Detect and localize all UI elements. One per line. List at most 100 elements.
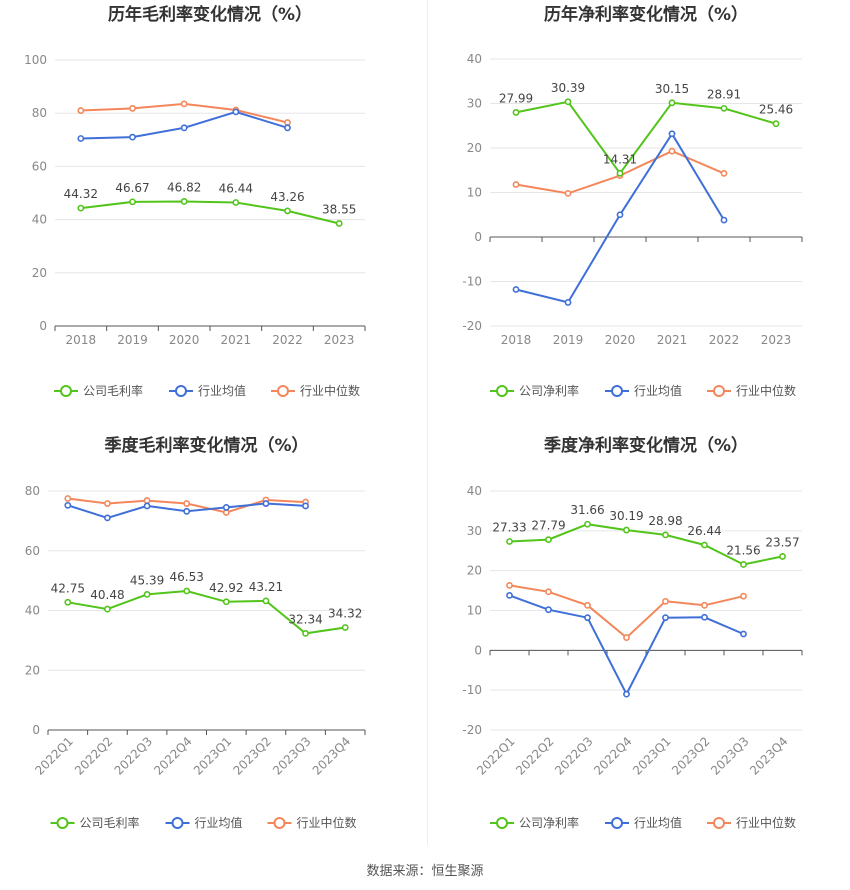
data-point — [180, 124, 188, 132]
x-tick-label: 2022Q4 — [591, 734, 635, 778]
legend-label: 行业中位数 — [736, 815, 796, 830]
series-line — [80, 200, 340, 225]
x-tick-label: 2020 — [169, 333, 200, 347]
data-point — [545, 606, 552, 614]
legend-marker — [273, 817, 286, 829]
y-tick-label: -20 — [462, 319, 482, 333]
data-point — [701, 541, 708, 549]
data-label: 28.98 — [648, 514, 682, 528]
data-point — [506, 591, 513, 599]
data-label: 46.53 — [170, 570, 204, 584]
data-point — [740, 630, 747, 638]
x-tick-label: 2022Q1 — [32, 734, 76, 778]
series-line — [67, 589, 346, 635]
data-point — [506, 582, 513, 589]
data-label: 26.44 — [687, 524, 721, 538]
data-label: 31.66 — [570, 503, 604, 517]
data-label: 42.75 — [51, 581, 85, 595]
data-label: 42.92 — [209, 581, 243, 595]
data-point — [77, 204, 85, 212]
data-label: 27.33 — [492, 520, 526, 534]
data-point — [232, 199, 240, 206]
y-tick-label: 30 — [467, 524, 482, 538]
x-tick-label: 2023Q4 — [747, 734, 791, 778]
legend-marker — [175, 385, 187, 397]
data-point — [180, 100, 188, 108]
data-point — [104, 605, 111, 613]
y-tick-label: 40 — [32, 213, 47, 227]
x-tick-label: 2022Q3 — [112, 734, 156, 778]
legend-marker — [56, 817, 69, 829]
data-point — [129, 105, 136, 112]
chart-svg: 季度净利率变化情况（%）-20-100102030402022Q12022Q22… — [462, 435, 803, 830]
y-tick-label: 20 — [467, 141, 482, 155]
data-point — [616, 169, 624, 177]
y-tick-label: 60 — [32, 159, 47, 173]
data-point — [506, 538, 513, 545]
chart-title: 历年净利率变化情况（%） — [544, 4, 748, 25]
data-point — [545, 588, 552, 596]
data-label: 43.21 — [249, 580, 283, 594]
legend-label: 行业中位数 — [300, 383, 360, 398]
data-point — [77, 135, 85, 142]
legend-label: 行业中位数 — [736, 383, 796, 398]
legend-marker — [496, 385, 508, 397]
legend-marker — [171, 817, 184, 829]
data-point — [701, 613, 708, 621]
y-tick-label: -20 — [462, 723, 482, 737]
series-line — [509, 584, 744, 639]
data-point — [64, 598, 72, 606]
data-point — [720, 216, 728, 224]
data-point — [183, 500, 191, 507]
x-tick-label: 2023Q1 — [191, 734, 235, 778]
data-label: 27.79 — [531, 519, 565, 533]
chart-annual-net-margin: 历年净利率变化情况（%） -20 -10 0 10 20 30 40 2018 2019 2020 2… — [425, 0, 850, 430]
data-label: 30.19 — [609, 509, 643, 523]
x-tick-label: 2019 — [117, 333, 148, 347]
data-point — [284, 119, 291, 126]
chart-quarterly-net-margin: 季度净利率变化情况（%） -20 -10 0 10 20 30 40 2022Q1 2022Q2 2… — [425, 430, 850, 860]
data-label: 28.91 — [707, 87, 741, 101]
legend-marker — [713, 817, 725, 829]
legend-marker — [60, 385, 72, 397]
y-tick-label: 0 — [474, 230, 482, 244]
data-label: 34.32 — [328, 606, 362, 620]
legend-label: 公司毛利率 — [83, 383, 143, 398]
legend-label: 行业均值 — [634, 815, 682, 830]
y-tick-label: 20 — [467, 564, 482, 578]
data-point — [720, 169, 728, 177]
x-tick-label: 2018 — [501, 333, 532, 347]
x-tick-label: 2018 — [66, 333, 97, 347]
x-tick-label: 2019 — [553, 333, 584, 347]
data-point — [64, 495, 72, 502]
y-tick-label: 80 — [25, 484, 40, 498]
data-point — [701, 601, 708, 609]
chart-quarterly-gross-margin: 季度毛利率变化情况（%） 0 20 40 60 80 2022Q1 2022Q2 2022Q3 2… — [0, 430, 425, 860]
data-point — [143, 590, 151, 598]
data-point — [232, 108, 240, 116]
data-point — [564, 189, 572, 197]
data-point — [668, 130, 676, 138]
data-label: 14.31 — [603, 152, 637, 166]
chart-title: 历年毛利率变化情况（%） — [108, 4, 312, 25]
legend-marker — [496, 817, 508, 829]
data-point — [284, 124, 291, 132]
data-point — [779, 553, 786, 560]
series-line — [515, 100, 777, 175]
x-tick-label: 2023Q3 — [708, 734, 752, 778]
data-label: 44.32 — [64, 187, 98, 201]
y-tick-label: -10 — [462, 683, 482, 697]
y-tick-label: 0 — [474, 643, 482, 657]
y-tick-label: 100 — [24, 53, 47, 67]
y-tick-label: 20 — [32, 266, 47, 280]
data-point — [662, 614, 669, 622]
legend-label: 行业中位数 — [297, 815, 357, 830]
data-point — [584, 601, 591, 609]
data-label: 43.26 — [270, 190, 304, 204]
y-tick-label: 40 — [25, 604, 40, 618]
x-tick-label: 2022 — [272, 333, 303, 347]
data-point — [262, 597, 270, 605]
data-point — [183, 587, 191, 595]
data-point — [662, 531, 669, 539]
legend-label: 行业均值 — [634, 383, 682, 398]
